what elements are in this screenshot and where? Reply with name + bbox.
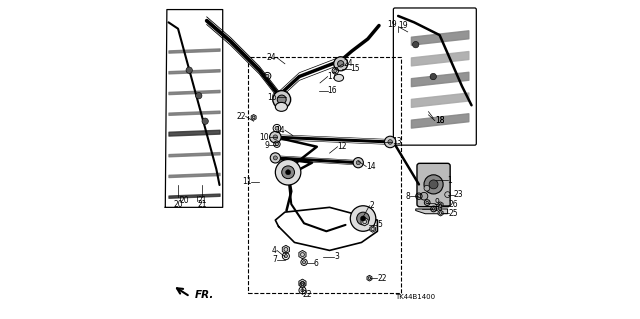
Text: 9: 9	[435, 198, 440, 207]
Circle shape	[269, 131, 281, 143]
Text: 24: 24	[343, 59, 353, 68]
Text: 23: 23	[454, 190, 463, 199]
Circle shape	[273, 91, 291, 108]
Text: 10: 10	[433, 204, 443, 213]
Text: FR.: FR.	[195, 290, 214, 300]
Circle shape	[273, 135, 278, 139]
Bar	[248, 57, 401, 293]
Circle shape	[426, 201, 428, 204]
Text: 22: 22	[303, 290, 312, 299]
Circle shape	[424, 175, 443, 194]
Text: 18: 18	[435, 116, 444, 125]
Text: 26: 26	[449, 200, 458, 209]
Circle shape	[350, 206, 376, 231]
Text: 14: 14	[275, 126, 285, 135]
Circle shape	[385, 136, 396, 148]
Circle shape	[388, 140, 392, 144]
Polygon shape	[251, 115, 256, 120]
Circle shape	[275, 143, 278, 146]
Circle shape	[353, 158, 364, 168]
Polygon shape	[300, 282, 305, 287]
Text: 6: 6	[314, 259, 319, 268]
Circle shape	[417, 195, 420, 198]
Text: 18: 18	[435, 116, 444, 125]
Text: 16: 16	[328, 86, 337, 95]
Circle shape	[430, 73, 436, 80]
Circle shape	[303, 261, 306, 264]
Text: 19: 19	[388, 20, 397, 29]
Circle shape	[420, 192, 428, 200]
Text: 19: 19	[398, 21, 408, 30]
Circle shape	[266, 74, 269, 78]
Text: 12: 12	[337, 142, 347, 151]
Circle shape	[337, 61, 344, 67]
Circle shape	[432, 208, 435, 210]
Polygon shape	[299, 279, 306, 287]
Circle shape	[333, 57, 348, 71]
Text: 20: 20	[180, 197, 189, 205]
Text: 16: 16	[268, 93, 277, 102]
Text: 22: 22	[236, 112, 246, 121]
Text: 20: 20	[173, 200, 183, 209]
Polygon shape	[438, 210, 443, 216]
Text: 4: 4	[272, 246, 277, 255]
Ellipse shape	[334, 74, 344, 81]
Circle shape	[285, 170, 291, 175]
Text: 7: 7	[272, 256, 277, 264]
Circle shape	[301, 289, 304, 292]
Circle shape	[186, 67, 193, 73]
Circle shape	[424, 185, 429, 191]
Circle shape	[360, 216, 365, 221]
Text: 11: 11	[242, 177, 252, 186]
Circle shape	[333, 69, 337, 72]
Text: 2: 2	[369, 201, 374, 210]
Polygon shape	[282, 245, 289, 254]
Text: 22: 22	[378, 274, 387, 283]
Circle shape	[284, 255, 287, 258]
Circle shape	[275, 160, 301, 185]
Text: 14: 14	[366, 162, 376, 171]
Circle shape	[270, 153, 280, 163]
Polygon shape	[299, 250, 306, 259]
Circle shape	[273, 156, 277, 160]
Text: 10: 10	[259, 133, 269, 142]
Circle shape	[356, 212, 369, 225]
Text: 5: 5	[378, 220, 382, 229]
Text: 15: 15	[351, 64, 360, 73]
Circle shape	[202, 118, 209, 124]
Ellipse shape	[275, 102, 287, 111]
Circle shape	[196, 93, 202, 99]
FancyBboxPatch shape	[394, 8, 476, 145]
Text: TK44B1400: TK44B1400	[395, 294, 435, 300]
Circle shape	[277, 95, 286, 104]
Text: 9: 9	[264, 141, 269, 150]
Polygon shape	[370, 226, 376, 232]
Text: 24: 24	[267, 53, 276, 62]
Text: 1: 1	[447, 176, 452, 185]
Circle shape	[275, 126, 279, 130]
Circle shape	[413, 41, 419, 48]
Polygon shape	[416, 209, 447, 214]
Circle shape	[429, 180, 438, 189]
Polygon shape	[361, 218, 368, 226]
Text: 25: 25	[449, 209, 458, 218]
Polygon shape	[367, 275, 372, 281]
Circle shape	[282, 166, 294, 179]
Text: 21: 21	[197, 197, 207, 205]
Text: 21: 21	[197, 200, 207, 209]
Text: 3: 3	[334, 252, 339, 261]
Circle shape	[356, 161, 360, 165]
FancyBboxPatch shape	[417, 163, 450, 207]
Polygon shape	[438, 202, 443, 208]
Text: 13: 13	[392, 137, 401, 146]
Text: 8: 8	[405, 192, 410, 201]
Text: 17: 17	[328, 72, 337, 81]
